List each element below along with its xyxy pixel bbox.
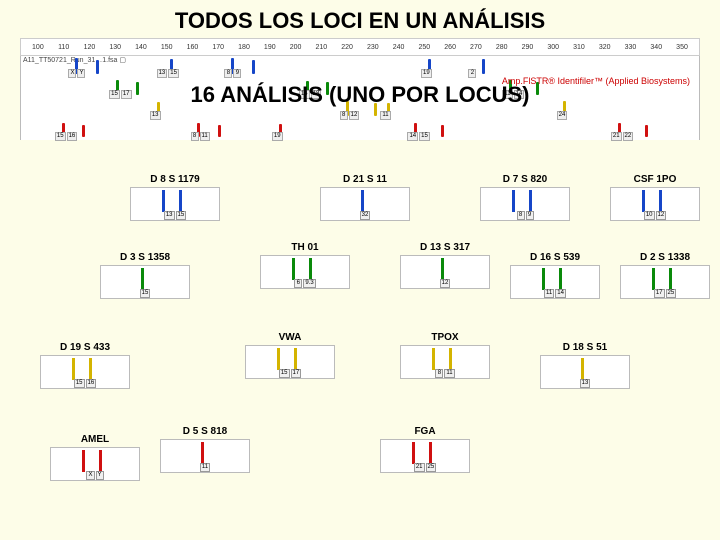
locus-plot: 11 [160,439,250,473]
locus-label: D 18 S 51 [540,342,630,353]
locus-plot: 15 [100,265,190,299]
locus-plot: 811 [400,345,490,379]
lane-red: 15168111914152122 [21,119,699,140]
locus-D8S1179: D 8 S 1179 1315 [130,174,220,221]
locus-plot: 89 [480,187,570,221]
locus-VWA: VWA 1517 [245,332,335,379]
locus-D3S1358: D 3 S 1358 15 [100,252,190,299]
locus-label: D 2 S 1338 [620,252,710,263]
locus-D18S51: D 18 S 51 13 [540,342,630,389]
lane-blue: XY131589192 [21,56,699,77]
locus-plot: 1725 [620,265,710,299]
title-main: TODOS LOS LOCI EN UN ANÁLISIS [0,0,720,34]
locus-plot: 2125 [380,439,470,473]
locus-label: D 16 S 539 [510,252,600,263]
locus-label: CSF 1PO [610,174,700,185]
locus-D13S317: D 13 S 317 12 [400,242,490,289]
locus-plot: 1114 [510,265,600,299]
locus-plot: 69.3 [260,255,350,289]
locus-plot: 1517 [245,345,335,379]
loci-grid: D 8 S 11791315D 21 S 1132D 7 S 82089CSF … [10,174,710,534]
locus-AMEL: AMEL XY [50,434,140,481]
locus-D21S11: D 21 S 11 32 [320,174,410,221]
locus-label: TPOX [400,332,490,343]
locus-plot: 32 [320,187,410,221]
locus-plot: 1315 [130,187,220,221]
locus-plot: 13 [540,355,630,389]
locus-D19S433: D 19 S 433 1516 [40,342,130,389]
subtitle: 16 ANÁLISIS (UNO POR LOCUS) [0,82,720,108]
locus-label: FGA [380,426,470,437]
locus-TPOX: TPOX 811 [400,332,490,379]
locus-label: VWA [245,332,335,343]
locus-CSF1PO: CSF 1PO 1012 [610,174,700,221]
locus-label: D 8 S 1179 [130,174,220,185]
locus-D2S1338: D 2 S 1338 1725 [620,252,710,299]
locus-TH01: TH 01 69.3 [260,242,350,289]
locus-FGA: FGA 2125 [380,426,470,473]
locus-label: D 19 S 433 [40,342,130,353]
locus-plot: 1012 [610,187,700,221]
locus-D7S820: D 7 S 820 89 [480,174,570,221]
locus-label: TH 01 [260,242,350,253]
locus-plot: 1516 [40,355,130,389]
locus-plot: 12 [400,255,490,289]
locus-label: AMEL [50,434,140,445]
locus-label: D 7 S 820 [480,174,570,185]
locus-D16S539: D 16 S 539 1114 [510,252,600,299]
locus-label: D 13 S 317 [400,242,490,253]
locus-label: D 5 S 818 [160,426,250,437]
locus-D5S818: D 5 S 818 11 [160,426,250,473]
locus-plot: XY [50,447,140,481]
locus-label: D 21 S 11 [320,174,410,185]
locus-label: D 3 S 1358 [100,252,190,263]
ruler: 1001101201301401501601701801902002102202… [20,38,700,56]
